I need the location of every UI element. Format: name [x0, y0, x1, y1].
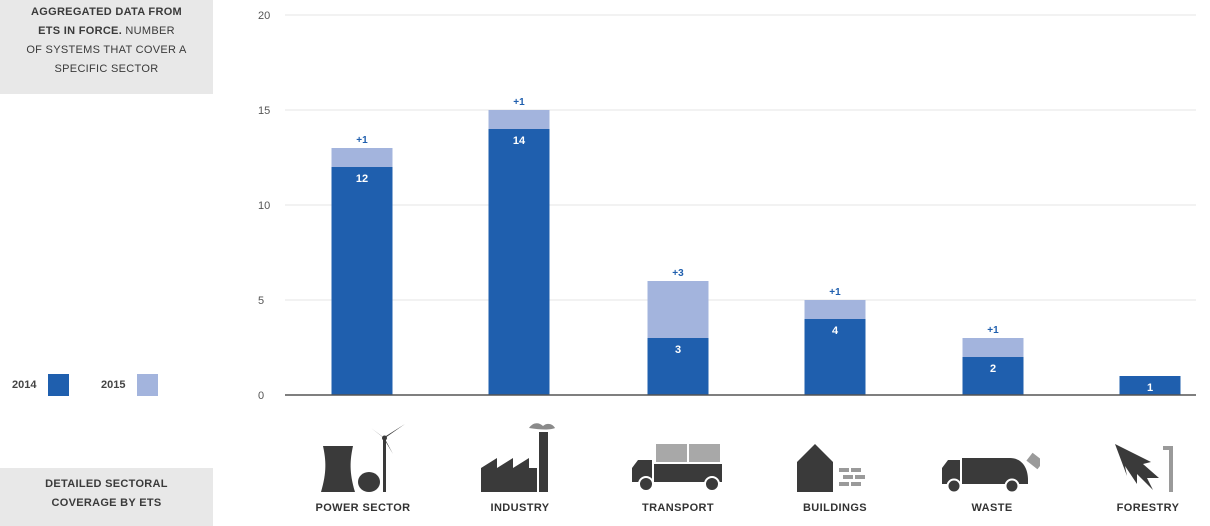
category-label-forestry: FORESTRY: [1116, 502, 1180, 514]
power-plant-icon: [313, 420, 413, 492]
bar-2014-5: [1119, 376, 1181, 395]
info-line-4: SPECIFIC SECTOR: [54, 63, 159, 75]
bar-2014-1: [488, 129, 550, 395]
y-tick-label-15: 15: [258, 105, 270, 117]
bar-2015-2: [647, 281, 709, 338]
detail-box: DETAILED SECTORAL COVERAGE BY ETS: [0, 468, 213, 526]
detail-line-2: COVERAGE BY ETS: [51, 497, 162, 509]
bar-2014-4: [962, 357, 1024, 395]
increment-label-2015-2: +3: [672, 268, 684, 279]
value-label-2014-5: 1: [1147, 382, 1153, 394]
value-label-2014-0: 12: [356, 173, 368, 185]
info-box: AGGREGATED DATA FROM ETS IN FORCE. NUMBE…: [0, 0, 213, 94]
value-label-2014-1: 14: [513, 135, 526, 147]
category-label-industry: INDUSTRY: [490, 502, 550, 514]
value-label-2014-2: 3: [675, 344, 681, 356]
detail-line-1: DETAILED SECTORAL: [45, 478, 168, 490]
truck-icon: [628, 420, 728, 492]
category-label-waste: WASTE: [971, 502, 1013, 514]
category-label-power-sector: POWER SECTOR: [315, 502, 411, 514]
info-line-2: ETS IN FORCE. NUMBER: [0, 22, 213, 41]
category-label-buildings: BUILDINGS: [802, 502, 868, 514]
bar-2015-1: [488, 110, 550, 129]
legend-item-2014: 2014: [12, 374, 70, 396]
y-tick-label-5: 5: [258, 295, 264, 307]
stacked-bar-chart: 0 5 10 15 20 12 +1 14 +1 3 +3 4 +1 2 +1 1: [258, 10, 1196, 402]
increment-label-2015-3: +1: [829, 287, 841, 298]
bar-2014-3: [804, 319, 866, 395]
value-label-2014-4: 2: [990, 363, 996, 375]
y-tick-label-10: 10: [258, 200, 270, 212]
increment-label-2015-0: +1: [356, 135, 368, 146]
y-tick-label-0: 0: [258, 390, 264, 402]
info-line-2-bold: ETS IN FORCE.: [38, 25, 123, 37]
legend-swatch-2014: [48, 374, 70, 396]
bar-2014-2: [647, 338, 709, 395]
info-line-1: AGGREGATED DATA FROM: [30, 6, 183, 18]
legend-swatch-2015: [137, 374, 159, 396]
bar-2015-3: [804, 300, 866, 319]
info-line-3: OF SYSTEMS THAT COVER A: [26, 44, 187, 56]
garbage-truck-icon: [940, 420, 1044, 494]
info-line-2-rest: NUMBER: [122, 25, 175, 37]
category-label-transport: TRANSPORT: [641, 502, 715, 514]
factory-icon: [471, 420, 571, 492]
house-icon: [785, 420, 885, 492]
legend-label-2015: 2015: [101, 379, 126, 391]
bar-2014-0: [331, 167, 393, 395]
increment-label-2015-4: +1: [987, 325, 999, 336]
bar-2015-0: [331, 148, 393, 167]
bar-2015-4: [962, 338, 1024, 357]
legend-item-2015: 2015: [101, 374, 159, 396]
y-tick-label-20: 20: [258, 10, 270, 22]
increment-label-2015-1: +1: [513, 97, 525, 108]
legend-label-2014: 2014: [12, 379, 37, 391]
tree-icon: [1103, 420, 1203, 492]
value-label-2014-3: 4: [832, 325, 839, 337]
